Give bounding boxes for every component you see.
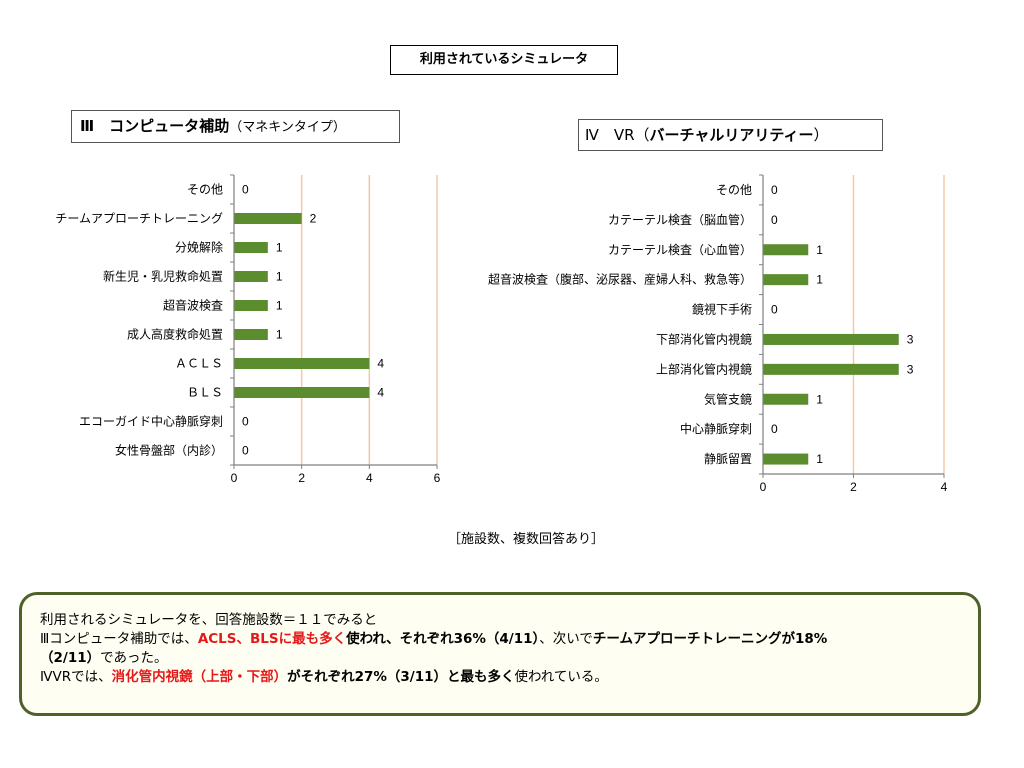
chart3-title-suffix: （マネキンタイプ） <box>229 120 346 135</box>
chart4-category-label: 超音波検査（腹部、泌尿器、産婦人科、救急等） <box>488 272 752 287</box>
chart4-xtick-label: 0 <box>760 480 767 494</box>
chart3-category-label: ＡＣＬＳ <box>175 357 223 371</box>
chart4-category-label: 下部消化管内視鏡 <box>656 331 752 346</box>
chart3-bar <box>234 358 370 369</box>
chart4-bar <box>763 274 809 286</box>
chart4-data-label: 1 <box>816 452 823 466</box>
chart3-xtick-label: 0 <box>231 471 238 485</box>
chart4-data-label: 0 <box>771 213 778 227</box>
chart4-category-label: カテーテル検査（心血管） <box>608 242 752 257</box>
chart3-title-prefix: Ⅲ コンピュータ <box>80 117 200 135</box>
chart4-data-label: 1 <box>816 273 823 287</box>
chart3-data-label: 0 <box>242 415 249 429</box>
summary-line1: 利用されるシミュレータを、回答施設数＝１１でみると <box>40 612 378 628</box>
chart3-xtick-label: 2 <box>298 471 305 485</box>
chart3-data-label: 1 <box>276 270 283 284</box>
chart4-category-label: その他 <box>716 183 752 197</box>
chart3-category-label: チームアプローチトレーニング <box>55 212 223 226</box>
chart4-data-label: 1 <box>816 392 823 406</box>
chart3-data-label: 1 <box>276 328 283 342</box>
chart3-category-label: その他 <box>187 183 223 197</box>
chart3-bar <box>234 271 268 282</box>
chart3-bar <box>234 387 370 398</box>
note: ［施設数、複数回答あり］ <box>448 532 605 547</box>
chart4-bar <box>763 393 809 405</box>
chart3-title-main: 補助 <box>199 117 230 135</box>
chart3-data-label: 0 <box>242 183 249 197</box>
chart3-xtick-label: 6 <box>434 471 441 485</box>
chart4-data-label: 3 <box>907 362 914 376</box>
summary-line2-d: 、次いで <box>539 631 593 647</box>
chart4-bar <box>763 453 809 465</box>
chart4-category-label: 静脈留置 <box>704 452 752 466</box>
summary-line4-b: 消化管内視鏡（上部・下部） <box>111 669 288 685</box>
chart4-bar <box>763 333 899 345</box>
page-title: 利用されているシミュレータ <box>390 45 618 75</box>
summary-line2-c: 使われ、それぞれ36%（4/11） <box>346 631 540 647</box>
chart3-category-label: 女性骨盤部（内診） <box>115 443 223 458</box>
chart4-data-label: 1 <box>816 243 823 257</box>
chart4-title-prefix: Ⅳ VR（ <box>585 126 650 144</box>
chart4-category-label: 鏡視下手術 <box>692 302 752 317</box>
summary-line4: ⅣVRでは、消化管内視鏡（上部・下部）がそれぞれ27%（3/11）と最も多く使わ… <box>40 668 978 687</box>
chart3-bar <box>234 242 268 253</box>
summary-line4-e: 使われている。 <box>514 669 608 685</box>
summary-line3-a: （2/11） <box>40 650 101 666</box>
chart4-title-main: バーチャルリアリティー <box>649 126 814 144</box>
chart4-title: Ⅳ VR（バーチャルリアリティー） <box>578 119 883 151</box>
chart3-bar <box>234 213 302 224</box>
summary-box: 利用されるシミュレータを、回答施設数＝１１でみると Ⅲコンピュータ補助では、AC… <box>19 592 981 716</box>
chart3-bar <box>234 329 268 340</box>
chart4-category-label: 中心静脈穿刺 <box>680 421 752 436</box>
chart3-data-label: 4 <box>377 386 384 400</box>
chart4-category-label: カテーテル検査（脳血管） <box>608 212 752 227</box>
chart3-bar <box>234 300 268 311</box>
chart4-bar <box>763 363 899 375</box>
summary-line2: Ⅲコンピュータ補助では、ACLS、BLSに最も多く使われ、それぞれ36%（4/1… <box>40 630 978 649</box>
chart3-data-label: 1 <box>276 241 283 255</box>
chart3-title: Ⅲ コンピュータ補助（マネキンタイプ） <box>71 110 400 143</box>
chart3-category-label: 超音波検査 <box>163 298 223 313</box>
chart4-xtick-label: 2 <box>850 480 857 494</box>
summary-line2-b: ACLS、BLSに最も多く <box>197 631 347 647</box>
chart4-bar <box>763 244 809 256</box>
summary-line4-d: と最も多く <box>447 669 515 685</box>
summary-line3-b: であった。 <box>100 650 168 666</box>
summary-line2-e: チームアプローチトレーニングが18% <box>592 631 828 647</box>
chart4-data-label: 0 <box>771 303 778 317</box>
chart4-category-label: 気管支鏡 <box>704 391 752 406</box>
chart3-category-label: 分娩解除 <box>175 240 223 255</box>
summary-line3: （2/11）であった。 <box>40 649 978 668</box>
chart3-data-label: 2 <box>310 212 317 226</box>
chart3-data-label: 1 <box>276 299 283 313</box>
chart3-xtick-label: 4 <box>366 471 373 485</box>
summary-line4-a: ⅣVRでは、 <box>40 669 112 685</box>
chart3-category-label: ＢＬＳ <box>187 386 223 400</box>
chart4-data-label: 0 <box>771 183 778 197</box>
chart4-data-label: 3 <box>907 332 914 346</box>
chart3-data-label: 4 <box>377 357 384 371</box>
chart4-data-label: 0 <box>771 422 778 436</box>
chart4-title-suffix: ） <box>813 126 829 144</box>
chart3-category-label: エコーガイド中心静脈穿刺 <box>79 414 223 429</box>
chart3-category-label: 成人高度救命処置 <box>127 327 223 342</box>
chart4-category-label: 上部消化管内視鏡 <box>656 361 752 376</box>
summary-line4-c: がそれぞれ27%（3/11） <box>287 669 448 685</box>
chart3-category-label: 新生児・乳児救命処置 <box>103 269 223 284</box>
summary-line2-a: Ⅲコンピュータ補助では、 <box>40 631 198 647</box>
chart4-xtick-label: 4 <box>941 480 948 494</box>
chart3-data-label: 0 <box>242 444 249 458</box>
